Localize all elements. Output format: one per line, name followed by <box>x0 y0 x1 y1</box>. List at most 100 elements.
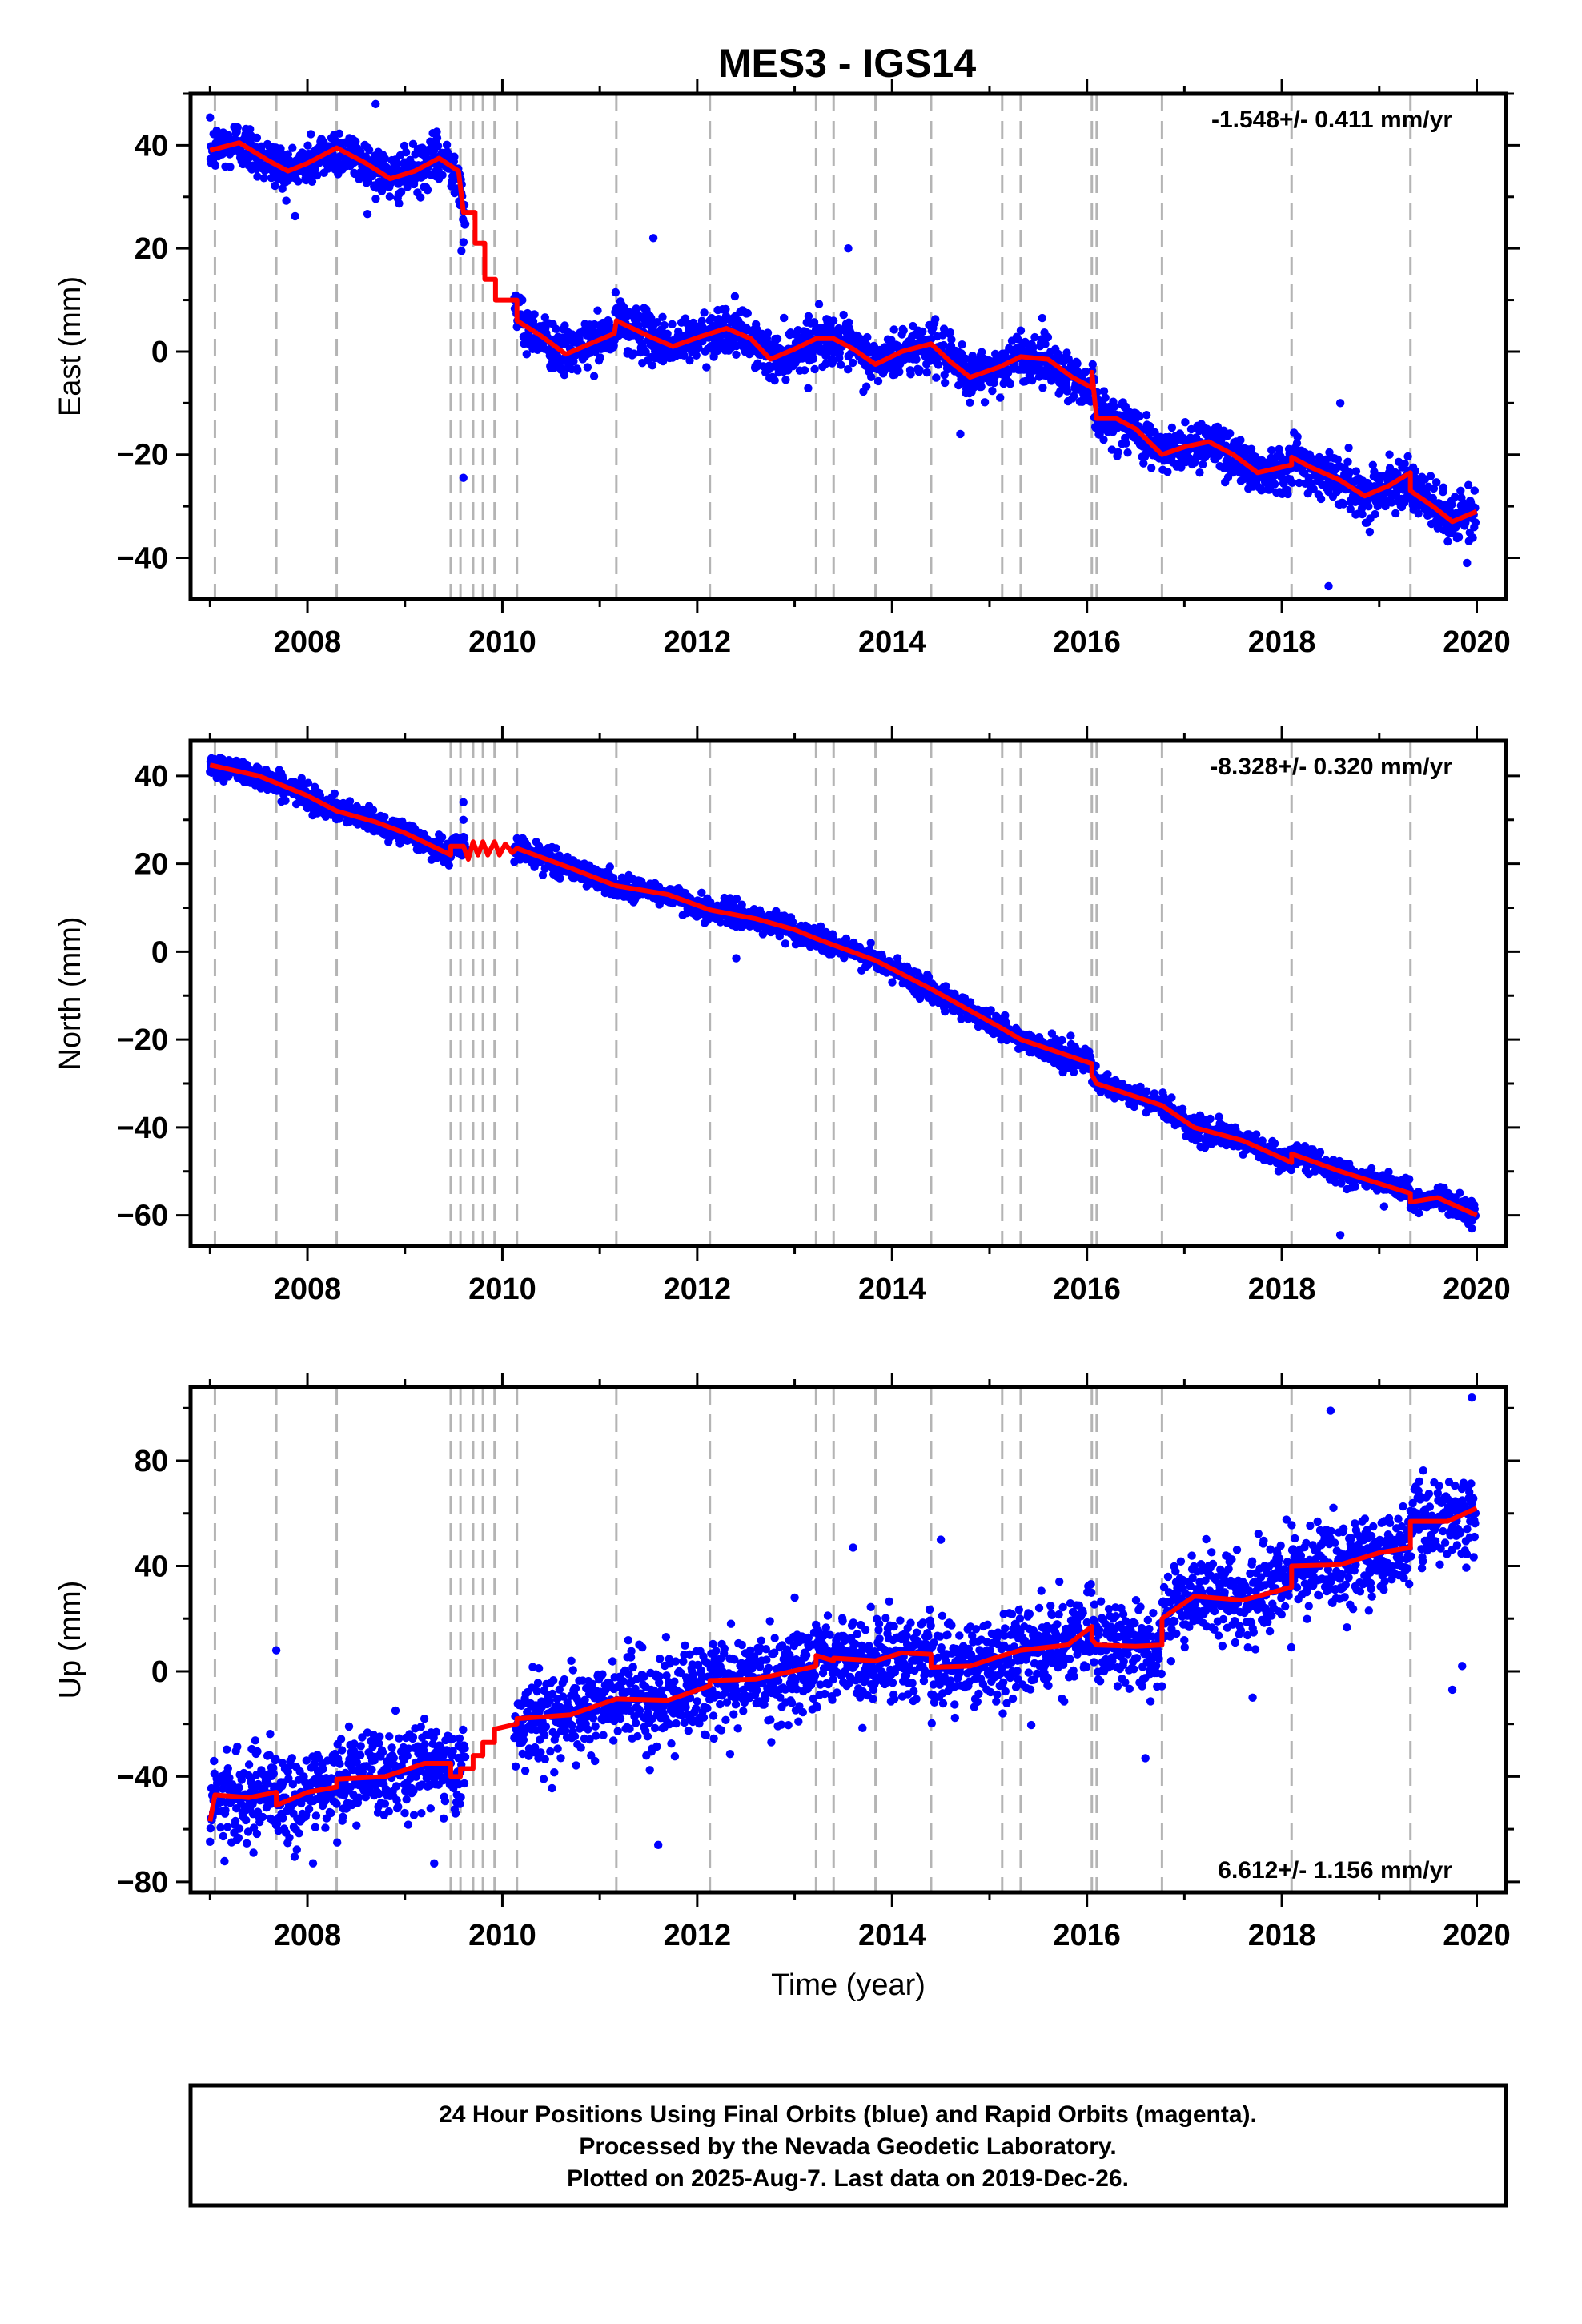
data-point <box>460 834 469 842</box>
data-point <box>922 368 932 377</box>
data-point <box>899 326 908 335</box>
data-point <box>1468 533 1477 542</box>
data-point <box>1283 489 1292 499</box>
data-point <box>522 350 531 359</box>
y-axis-label: East (mm) <box>54 276 87 416</box>
data-point <box>1464 480 1473 489</box>
data-point <box>1135 412 1144 421</box>
data-point <box>460 219 470 228</box>
data-point <box>837 360 845 369</box>
data-point <box>281 796 290 805</box>
data-point <box>392 158 401 167</box>
data-point <box>804 312 813 320</box>
data-point <box>1066 1031 1075 1040</box>
data-point <box>743 308 752 318</box>
data-point <box>552 324 560 333</box>
data-point <box>1123 448 1132 457</box>
data-point <box>1346 505 1355 513</box>
data-point <box>1316 494 1326 504</box>
data-point <box>589 372 599 380</box>
data-point <box>400 141 409 151</box>
data-point <box>829 316 838 325</box>
data-point <box>1447 500 1456 509</box>
data-point <box>814 300 824 308</box>
data-point <box>303 778 313 787</box>
data-point <box>1364 502 1373 511</box>
data-point <box>1385 450 1394 459</box>
data-point <box>629 349 639 358</box>
data-point <box>849 358 857 368</box>
data-point <box>721 304 730 314</box>
data-point <box>1471 518 1480 527</box>
data-point <box>732 895 741 903</box>
data-point <box>457 247 466 255</box>
data-point <box>961 354 970 363</box>
data-point <box>988 386 997 396</box>
data-point <box>1344 444 1353 452</box>
data-point <box>781 939 790 948</box>
data-point <box>809 354 818 364</box>
data-point <box>1368 460 1378 469</box>
data-point <box>459 238 468 247</box>
data-point <box>538 870 548 879</box>
data-point <box>596 353 604 362</box>
data-point <box>396 187 406 196</box>
data-point <box>1070 392 1078 400</box>
data-point <box>1451 493 1460 501</box>
data-point <box>844 365 853 374</box>
data-point <box>518 296 527 304</box>
data-point <box>1195 468 1204 477</box>
panel-1: 2008 2010 2012 2014 2016 2018 2020−40−2002040E… <box>54 79 1520 659</box>
data-point <box>1470 486 1480 495</box>
data-point <box>1295 478 1303 488</box>
data-point <box>716 918 725 927</box>
data-point <box>956 429 965 439</box>
data-point <box>648 361 657 370</box>
data-point <box>364 146 374 155</box>
data-point <box>839 310 848 320</box>
data-point <box>1163 468 1172 476</box>
data-point <box>297 774 306 782</box>
data-point <box>437 833 447 842</box>
data-point <box>432 127 441 136</box>
data-point <box>680 351 689 360</box>
data-point <box>986 1006 995 1015</box>
data-point <box>380 812 389 822</box>
x-tick-label: 2008 <box>274 625 342 659</box>
data-point <box>816 922 825 931</box>
data-point <box>330 789 339 798</box>
data-point <box>1454 533 1464 541</box>
data-point <box>1047 1029 1057 1038</box>
data-point <box>1030 332 1039 342</box>
data-point <box>685 356 694 365</box>
data-point <box>244 153 254 162</box>
data-point <box>433 142 443 151</box>
data-point <box>560 371 569 380</box>
data-point <box>1428 493 1438 503</box>
data-point <box>863 332 872 342</box>
data-point <box>946 328 955 337</box>
data-point <box>1287 478 1297 487</box>
data-point <box>1147 464 1156 472</box>
data-point <box>288 143 297 152</box>
data-point <box>781 376 790 384</box>
data-point <box>663 329 672 338</box>
data-point <box>1006 380 1015 388</box>
data-point <box>1236 436 1245 444</box>
data-point <box>770 376 779 385</box>
data-point <box>1041 340 1050 348</box>
x-tick-label: 2012 <box>664 625 732 659</box>
data-point <box>1043 332 1053 342</box>
data-point <box>259 174 268 183</box>
data-point <box>867 372 876 381</box>
data-point <box>246 125 255 134</box>
data-point <box>1439 483 1448 492</box>
data-point <box>934 360 943 369</box>
data-point <box>1339 500 1348 509</box>
data-point <box>1070 1068 1078 1077</box>
y-tick-label: 0 <box>151 336 168 369</box>
data-point <box>583 363 592 372</box>
data-point <box>1440 500 1450 509</box>
data-point <box>915 365 924 374</box>
data-point <box>906 370 915 379</box>
